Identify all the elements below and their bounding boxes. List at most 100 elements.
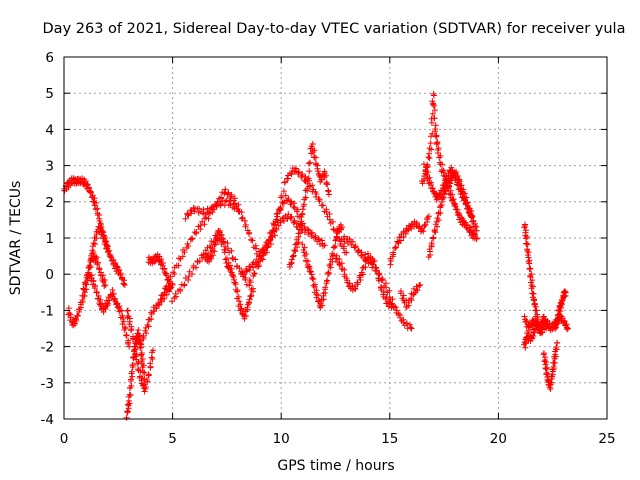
- data-point: [226, 198, 233, 205]
- series-track-27: [520, 325, 539, 351]
- data-point: [244, 267, 251, 274]
- data-point: [522, 235, 529, 242]
- data-point: [147, 360, 154, 367]
- data-point: [149, 355, 156, 362]
- data-point: [279, 199, 286, 206]
- data-point: [473, 235, 480, 241]
- data-point: [104, 245, 111, 252]
- data-point: [167, 273, 174, 280]
- data-point: [130, 354, 137, 361]
- data-point: [117, 270, 124, 277]
- data-point: [231, 195, 238, 202]
- data-point: [228, 193, 235, 200]
- data-point: [307, 230, 314, 237]
- data-point: [286, 264, 293, 271]
- data-point: [123, 414, 130, 421]
- y-tick-label: -3: [41, 376, 54, 392]
- data-point: [426, 150, 433, 157]
- data-point: [124, 408, 131, 415]
- data-point: [155, 302, 162, 309]
- data-point: [112, 259, 119, 266]
- data-point: [521, 221, 528, 228]
- data-point: [246, 299, 253, 306]
- y-tick-label: -4: [41, 412, 54, 428]
- data-point: [431, 115, 438, 122]
- data-point: [435, 217, 442, 224]
- data-point: [532, 325, 539, 332]
- data-point: [523, 227, 530, 234]
- data-point: [193, 264, 200, 271]
- data-point: [440, 194, 447, 201]
- data-point: [442, 188, 449, 195]
- data-point: [312, 232, 319, 239]
- data-point: [175, 262, 182, 269]
- data-point: [225, 189, 232, 196]
- data-point: [253, 256, 260, 263]
- data-point: [73, 317, 80, 324]
- data-point: [142, 324, 149, 331]
- data-point: [129, 336, 136, 343]
- data-point: [414, 287, 421, 294]
- data-point: [311, 283, 318, 290]
- data-point: [305, 231, 312, 238]
- series-track-4: [86, 272, 133, 350]
- data-point: [427, 140, 434, 147]
- data-point: [340, 243, 347, 250]
- data-point: [533, 307, 540, 314]
- data-point: [232, 279, 239, 286]
- data-point: [456, 210, 463, 217]
- data-point: [298, 211, 305, 218]
- x-tick-label: 15: [381, 431, 398, 447]
- data-point: [527, 273, 534, 280]
- data-point: [242, 275, 249, 282]
- data-point: [230, 200, 237, 207]
- data-point: [322, 286, 329, 293]
- data-point: [379, 277, 386, 284]
- data-point: [185, 273, 192, 280]
- data-point: [162, 270, 169, 277]
- data-point: [529, 283, 536, 290]
- data-point: [540, 313, 547, 320]
- data-point: [389, 296, 396, 303]
- data-point: [452, 203, 459, 210]
- data-point: [413, 283, 420, 290]
- data-point: [271, 232, 278, 239]
- data-point: [238, 305, 245, 312]
- data-point: [219, 238, 226, 245]
- data-point: [296, 168, 303, 175]
- data-point: [362, 264, 369, 271]
- data-point: [106, 251, 113, 258]
- y-tick-label: 1: [45, 231, 54, 247]
- data-point: [168, 298, 175, 305]
- data-point: [171, 270, 178, 277]
- x-tick-label: 20: [490, 431, 507, 447]
- data-point: [291, 168, 298, 175]
- data-point: [191, 208, 198, 215]
- data-point: [330, 251, 337, 258]
- data-point: [212, 241, 219, 248]
- data-point: [332, 243, 339, 250]
- data-point: [301, 177, 308, 184]
- data-point: [90, 278, 97, 285]
- data-point: [449, 191, 456, 198]
- data-point: [299, 206, 306, 213]
- data-point: [138, 350, 145, 357]
- data-point: [307, 268, 314, 275]
- data-point: [531, 301, 538, 308]
- data-point: [547, 379, 554, 386]
- data-point: [364, 250, 371, 257]
- data-point: [222, 186, 229, 193]
- data-point: [395, 310, 402, 317]
- y-tick-label: 3: [45, 159, 54, 175]
- data-point: [438, 199, 445, 206]
- data-point: [96, 300, 103, 307]
- data-point: [116, 303, 123, 310]
- data-point: [228, 247, 235, 254]
- data-point: [391, 303, 398, 310]
- data-point: [427, 248, 434, 255]
- data-point: [127, 392, 134, 399]
- data-point: [120, 318, 127, 325]
- data-point: [391, 245, 398, 252]
- data-point: [429, 98, 436, 105]
- data-point: [524, 246, 531, 253]
